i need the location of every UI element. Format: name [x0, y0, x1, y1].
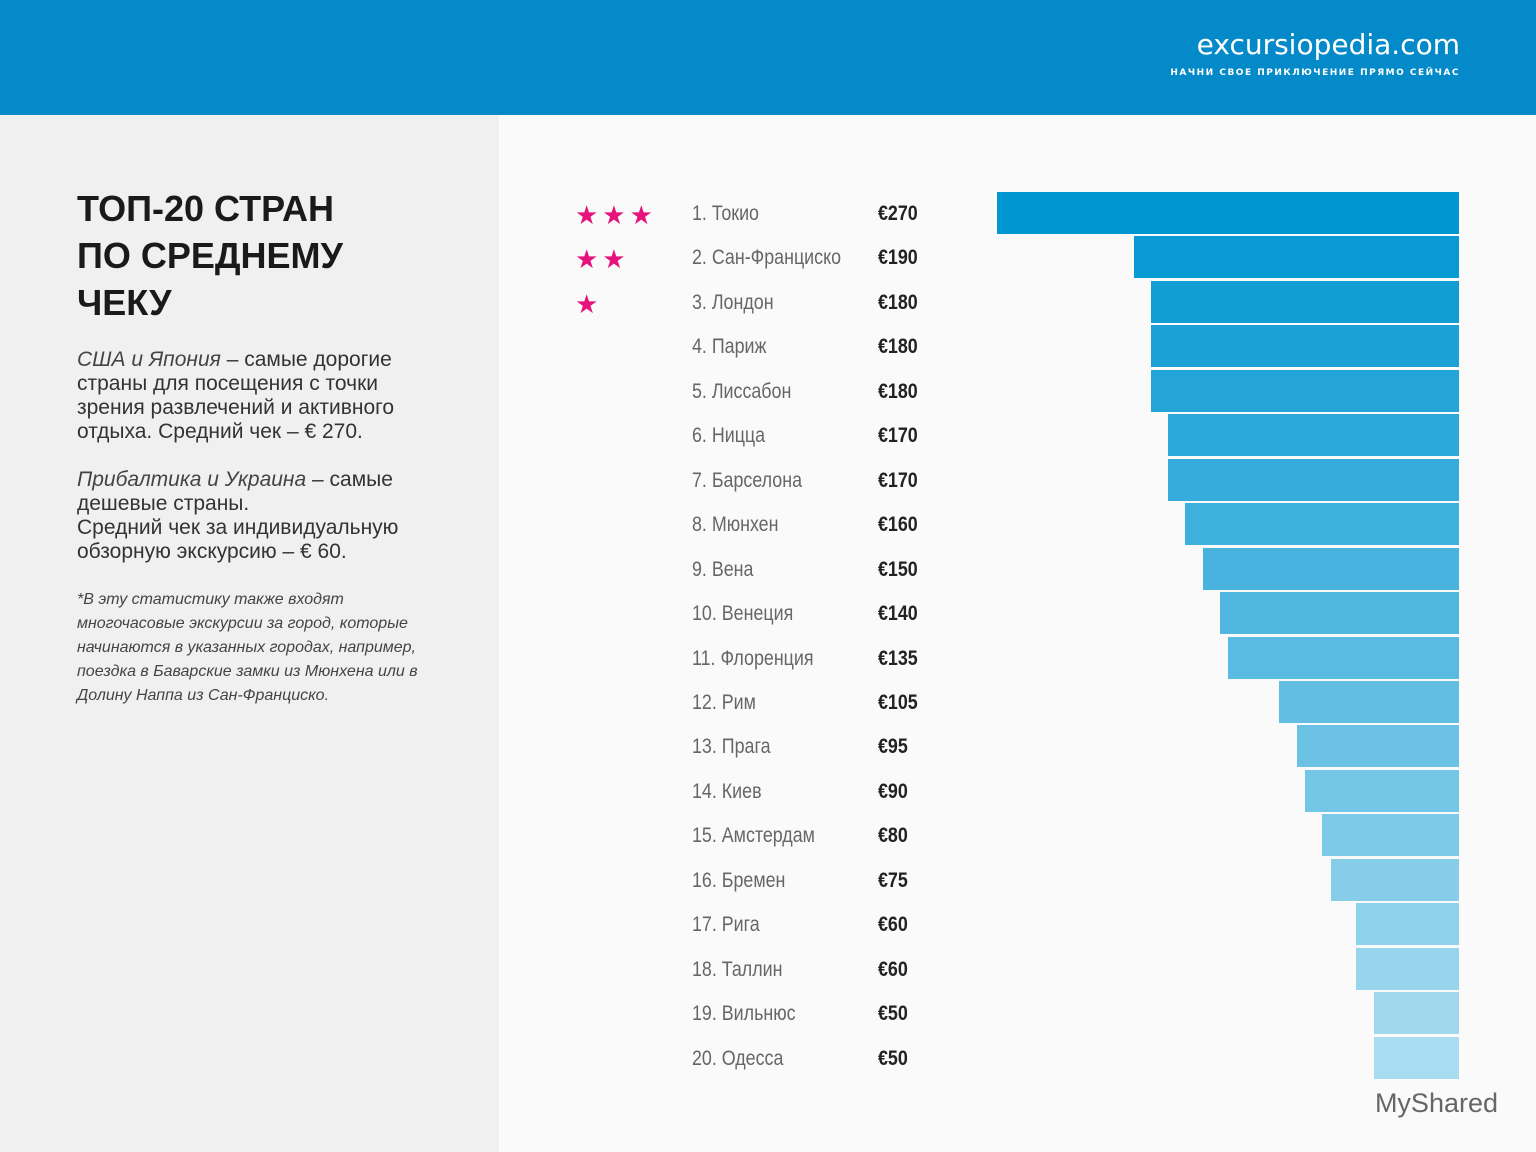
bar	[1373, 992, 1459, 1035]
chart-row: 5. Лиссабон €180	[499, 369, 1536, 414]
category-label: 3. Лондон	[692, 290, 774, 314]
left-panel: ТОП-20 СТРАН ПО СРЕДНЕМУ ЧЕКУ США и Япон…	[0, 115, 499, 1152]
chart-row: 15. Амстердам €80	[499, 814, 1536, 858]
bar	[1356, 903, 1459, 946]
value-label: €80	[878, 824, 908, 848]
category-label: 14. Киев	[692, 779, 762, 803]
bar	[997, 192, 1459, 234]
category-label: 13. Прага	[692, 735, 771, 759]
paragraph-text: – самые дешевые страны.	[77, 468, 393, 515]
chart-row: 12. Рим €105	[499, 680, 1536, 725]
value-label: €180	[878, 379, 918, 403]
value-label: €190	[878, 246, 918, 270]
bar	[1219, 592, 1459, 635]
chart-row: 11. Флоренция €135	[499, 636, 1536, 681]
category-label: 1. Токио	[692, 202, 759, 225]
bar	[1151, 325, 1459, 368]
footnote: *В эту статистику также входят многочасо…	[77, 591, 418, 704]
star-rating-icon: ★	[575, 288, 603, 319]
bar	[1279, 680, 1459, 723]
paragraph-expensive: США и Япония – самые дорогие страны для …	[77, 348, 447, 444]
chart-row: ★★ 2. Сан-Франциско €190	[499, 236, 1536, 280]
bar	[1168, 458, 1459, 501]
bar	[1228, 636, 1459, 679]
chart-row: 4. Париж €180	[499, 325, 1536, 369]
chart-row: 18. Таллин €60	[499, 947, 1536, 992]
category-label: 2. Сан-Франциско	[692, 246, 842, 270]
paragraph-text: Средний чек за индивидуальную обзорную э…	[77, 516, 399, 563]
category-label: 7. Барселона	[692, 468, 803, 492]
bar	[1134, 236, 1459, 279]
category-label: 18. Таллин	[692, 957, 783, 981]
chart-row: 10. Венеция €140	[499, 592, 1536, 636]
value-label: €75	[878, 868, 908, 892]
chart-row: 8. Мюнхен €160	[499, 503, 1536, 547]
chart-row: ★ 3. Лондон €180	[499, 280, 1536, 325]
category-label: 19. Вильнюс	[692, 1002, 796, 1026]
category-label: 12. Рим	[692, 690, 756, 714]
chart-row: 13. Прага €95	[499, 725, 1536, 769]
chart-row: 16. Бремен €75	[499, 858, 1536, 903]
value-label: €135	[878, 646, 918, 670]
chart-row: 14. Киев €90	[499, 769, 1536, 814]
bar	[1168, 414, 1459, 457]
value-label: €170	[878, 424, 918, 448]
category-label: 5. Лиссабон	[692, 379, 792, 403]
category-label: 6. Ницца	[692, 424, 766, 448]
bar	[1185, 503, 1459, 546]
category-label: 15. Амстердам	[692, 824, 815, 848]
paragraph-emphasis: США и Япония	[77, 348, 221, 371]
star-rating-icon: ★★	[575, 244, 630, 275]
watermark: MyShared	[1374, 1088, 1498, 1118]
value-label: €60	[878, 957, 908, 981]
category-label: 9. Вена	[692, 557, 754, 581]
value-label: €270	[878, 202, 918, 225]
chart-row: 7. Барселона €170	[499, 458, 1536, 503]
category-label: 17. Рига	[692, 913, 760, 937]
value-label: €180	[878, 335, 918, 359]
bar	[1356, 947, 1459, 990]
bar	[1322, 814, 1459, 857]
value-label: €140	[878, 602, 918, 626]
chart-row: 9. Вена €150	[499, 547, 1536, 592]
bar	[1305, 769, 1459, 812]
chart-row: 20. Одесса €50	[499, 1036, 1536, 1081]
value-label: €60	[878, 913, 908, 937]
tagline: НАЧНИ СВОЕ ПРИКЛЮЧЕНИЕ ПРЯМО СЕЙЧАС	[1170, 68, 1460, 78]
page-title: ТОП-20 СТРАН ПО СРЕДНЕМУ ЧЕКУ	[77, 188, 343, 323]
chart-row: ★★★ 1. Токио €270	[499, 192, 1536, 236]
value-label: €105	[878, 690, 918, 714]
chart-row: 19. Вильнюс €50	[499, 992, 1536, 1036]
bar	[1373, 1036, 1459, 1079]
category-label: 8. Мюнхен	[692, 513, 779, 537]
value-label: €150	[878, 557, 918, 581]
value-label: €180	[878, 290, 918, 314]
bar	[1330, 858, 1459, 901]
bar	[1151, 280, 1459, 323]
paragraph-emphasis: Прибалтика и Украина	[77, 468, 307, 491]
category-label: 11. Флоренция	[692, 646, 814, 670]
logo: excursiopedia.com	[1196, 28, 1460, 61]
chart-row: 17. Рига €60	[499, 903, 1536, 947]
bar	[1296, 725, 1459, 768]
bar	[1202, 547, 1459, 590]
category-label: 20. Одесса	[692, 1046, 784, 1070]
header: excursiopedia.com НАЧНИ СВОЕ ПРИКЛЮЧЕНИЕ…	[0, 0, 1536, 115]
bar-chart: ★★★ 1. Токио €270 ★★ 2. Сан-Франциско €190 ★ 3.…	[499, 115, 1536, 1152]
star-rating-icon: ★★★	[575, 200, 657, 230]
value-label: €170	[878, 468, 918, 492]
value-label: €50	[878, 1046, 908, 1070]
value-label: €50	[878, 1002, 908, 1026]
bar	[1151, 369, 1459, 412]
paragraph-text: – самые дорогие страны для посещения с т…	[77, 348, 395, 443]
value-label: €160	[878, 513, 918, 537]
category-label: 4. Париж	[692, 335, 767, 359]
value-label: €90	[878, 779, 908, 803]
value-label: €95	[878, 735, 908, 759]
chart-row: 6. Ницца €170	[499, 414, 1536, 458]
category-label: 16. Бремен	[692, 868, 786, 892]
category-label: 10. Венеция	[692, 602, 794, 626]
paragraph-cheap: Прибалтика и Украина – самые дешевые стр…	[77, 468, 447, 564]
